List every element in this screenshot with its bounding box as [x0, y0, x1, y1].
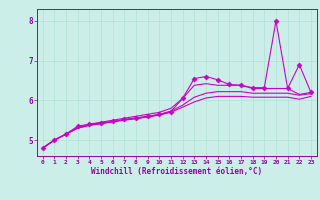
X-axis label: Windchill (Refroidissement éolien,°C): Windchill (Refroidissement éolien,°C): [91, 167, 262, 176]
